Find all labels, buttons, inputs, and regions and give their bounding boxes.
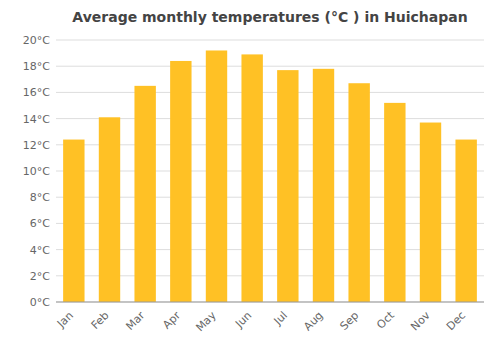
bar — [384, 103, 405, 302]
x-tick-label: Jan — [54, 309, 76, 331]
x-axis: Jan Feb Mar Apr May Jun Jul Aug Sep Oct Nov Dec — [54, 308, 468, 334]
y-tick-label: 18°C — [23, 60, 50, 73]
grid-line — [56, 302, 484, 303]
y-tick-label: 6°C — [30, 217, 50, 230]
x-tick-label: Aug — [301, 309, 325, 333]
x-tick-label: Jun — [232, 309, 254, 331]
y-tick-label: 10°C — [23, 165, 50, 178]
bar — [99, 117, 120, 302]
chart-container: Average monthly temperatures (°C ) in Hu… — [0, 0, 500, 350]
y-tick-label: 8°C — [30, 191, 50, 204]
y-tick-label: 0°C — [30, 296, 50, 309]
x-tick-label: Mar — [123, 309, 147, 333]
y-tick-label: 14°C — [23, 113, 50, 126]
bar — [63, 140, 84, 302]
x-tick-label: Oct — [374, 308, 397, 331]
chart-title: Average monthly temperatures (°C ) in Hu… — [72, 9, 467, 25]
bar — [206, 50, 227, 302]
y-tick-label: 12°C — [23, 139, 50, 152]
chart-svg: Average monthly temperatures (°C ) in Hu… — [0, 0, 500, 350]
x-tick-label: Dec — [444, 309, 468, 333]
bar — [134, 86, 155, 302]
x-tick-label: Jul — [271, 309, 290, 328]
y-axis: 0°C 2°C 4°C 6°C 8°C 10°C 12°C 14°C 16°C 18°C 20°C — [23, 34, 484, 309]
x-axis-line — [56, 302, 484, 303]
y-tick-label: 20°C — [23, 34, 50, 47]
bar — [241, 54, 262, 302]
x-tick-label: Apr — [160, 309, 183, 332]
bar — [277, 70, 298, 302]
grid-line — [56, 40, 484, 41]
x-tick-label: Feb — [89, 309, 112, 332]
grid-line — [56, 92, 484, 93]
x-tick-label: May — [193, 309, 219, 335]
x-tick-label: Sep — [337, 309, 361, 333]
bar — [420, 123, 441, 302]
grid-line — [56, 66, 484, 67]
bar — [170, 61, 191, 302]
y-tick-label: 2°C — [30, 270, 50, 283]
bar — [348, 83, 369, 302]
y-tick-label: 16°C — [23, 86, 50, 99]
bar — [313, 69, 334, 302]
y-tick-label: 4°C — [30, 244, 50, 257]
bar — [455, 140, 476, 302]
bars — [63, 50, 477, 302]
x-tick-label: Nov — [408, 309, 433, 334]
